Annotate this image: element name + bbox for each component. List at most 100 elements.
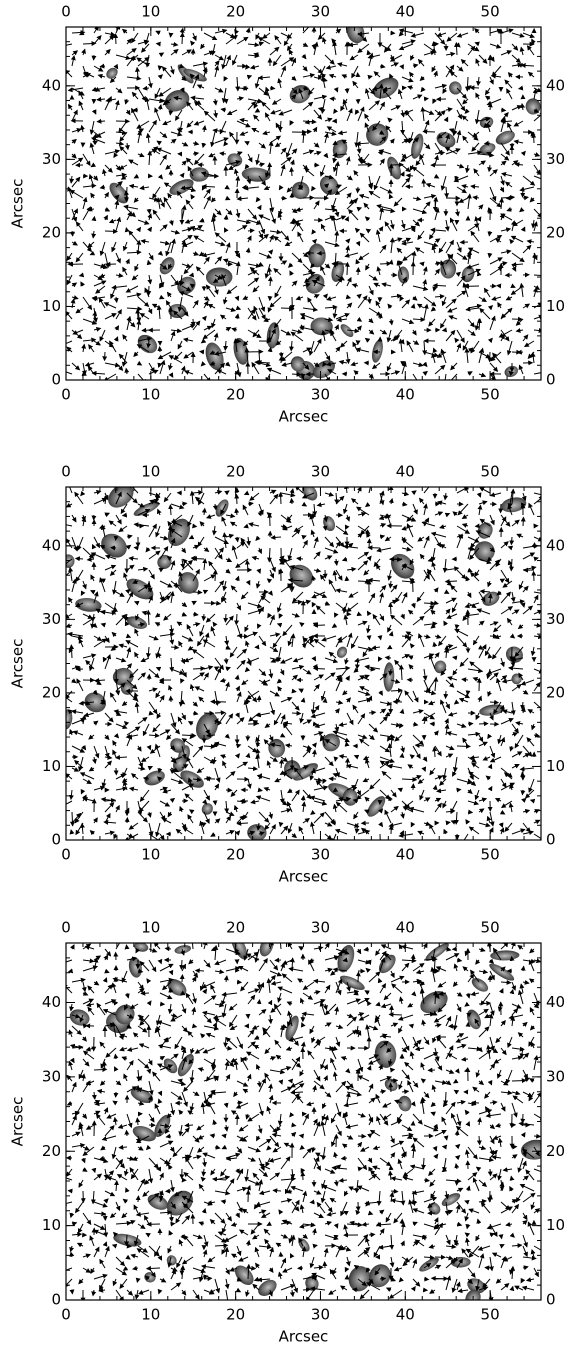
arrow	[226, 1154, 240, 1158]
arrow	[289, 636, 292, 645]
arrow	[457, 165, 463, 167]
arrow	[240, 120, 248, 121]
arrow	[233, 546, 237, 559]
arrow	[346, 485, 347, 493]
arrow	[512, 610, 519, 614]
arrow	[429, 702, 435, 704]
arrow	[314, 128, 317, 132]
arrow	[169, 686, 171, 691]
arrow	[138, 1246, 147, 1252]
arrow	[143, 88, 149, 89]
arrow	[204, 575, 215, 581]
arrow	[477, 1167, 479, 1169]
arrow	[435, 269, 439, 275]
arrow	[358, 647, 373, 650]
arrow	[226, 187, 229, 189]
arrow	[137, 309, 138, 319]
arrow	[422, 713, 435, 721]
arrow	[413, 1081, 418, 1087]
arrow	[193, 321, 200, 330]
arrow	[182, 1128, 189, 1136]
arrow	[424, 768, 425, 771]
arrow	[94, 110, 96, 114]
arrow	[105, 985, 112, 993]
arrow	[245, 165, 248, 169]
arrow	[226, 968, 240, 971]
arrow	[145, 1216, 149, 1224]
arrow	[138, 989, 144, 993]
arrow	[109, 521, 116, 526]
arrow	[292, 77, 296, 80]
arrow	[83, 746, 86, 750]
arrow	[369, 580, 380, 581]
arrow	[246, 641, 248, 647]
arrow	[213, 622, 215, 625]
arrow	[72, 1026, 81, 1034]
arrow	[91, 143, 94, 154]
arrow	[451, 586, 457, 592]
arrow	[270, 47, 279, 55]
arrow	[105, 832, 114, 834]
arrow	[457, 242, 461, 252]
arrow	[232, 1111, 237, 1114]
arrow	[257, 581, 259, 588]
arrow	[105, 746, 108, 757]
arrow	[281, 231, 289, 240]
arrow	[446, 598, 456, 603]
arrow	[237, 1147, 242, 1153]
arrow	[468, 570, 472, 572]
arrow	[188, 1147, 193, 1159]
arrow	[83, 999, 93, 1004]
arrow	[512, 253, 524, 262]
arrow	[342, 1158, 347, 1159]
arrow	[259, 1210, 266, 1213]
arrow	[215, 669, 220, 680]
arrow	[67, 1076, 72, 1081]
arrow	[193, 1235, 202, 1238]
arrow	[457, 1156, 460, 1158]
arrow	[501, 812, 505, 814]
arrow	[97, 99, 105, 100]
arrow	[411, 1052, 413, 1059]
x-tick-label: 50	[481, 846, 500, 864]
arrow	[412, 579, 413, 592]
arrow	[84, 713, 94, 716]
arrow	[430, 768, 435, 775]
arrow	[83, 1169, 87, 1171]
arrow	[457, 526, 469, 533]
arrow	[281, 963, 284, 971]
arrow	[418, 304, 424, 308]
arrow	[82, 126, 83, 132]
arrow	[478, 1219, 479, 1224]
arrow	[389, 570, 391, 580]
arrow	[446, 187, 447, 197]
arrow	[321, 1059, 325, 1069]
arrow	[358, 513, 365, 515]
arrow	[79, 639, 83, 647]
arrow	[369, 669, 375, 670]
arrow	[479, 1009, 488, 1015]
arrow	[288, 790, 292, 793]
arrow	[91, 121, 94, 134]
arrow	[129, 823, 138, 829]
arrow	[364, 1250, 369, 1257]
arrow	[215, 233, 226, 242]
arrow	[423, 180, 424, 187]
arrow	[230, 1026, 237, 1029]
arrow	[424, 603, 435, 604]
arrow	[523, 832, 533, 834]
arrow	[534, 254, 535, 264]
arrow	[171, 132, 182, 135]
arrow	[447, 733, 457, 735]
blob	[503, 643, 526, 665]
arrow	[336, 209, 338, 216]
arrow	[413, 167, 424, 176]
arrow	[72, 1059, 74, 1062]
arrow	[490, 1014, 491, 1026]
arrow	[358, 294, 361, 297]
arrow	[182, 669, 186, 677]
arrow	[512, 829, 525, 834]
arrow	[512, 764, 519, 768]
arrow	[509, 547, 512, 548]
arrow	[186, 1158, 193, 1169]
